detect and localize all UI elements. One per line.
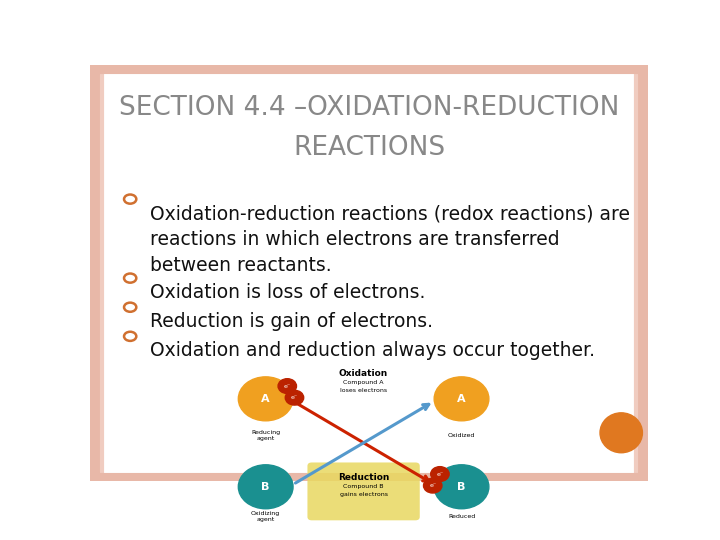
Text: Oxidation-reduction reactions (redox reactions) are
reactions in which electrons: Oxidation-reduction reactions (redox rea… — [150, 204, 630, 275]
Circle shape — [434, 465, 489, 509]
Text: e⁻: e⁻ — [284, 383, 291, 389]
Ellipse shape — [600, 413, 642, 453]
Text: B: B — [457, 482, 466, 492]
Text: Reducing
agent: Reducing agent — [251, 430, 280, 441]
Text: Oxidized: Oxidized — [448, 434, 475, 438]
Text: Compound B: Compound B — [343, 484, 384, 489]
Text: B: B — [261, 482, 270, 492]
Text: loses electrons: loses electrons — [340, 388, 387, 393]
Text: e⁻: e⁻ — [291, 395, 298, 400]
Text: gains electrons: gains electrons — [340, 492, 387, 497]
Circle shape — [238, 465, 293, 509]
Circle shape — [423, 478, 442, 493]
Text: A: A — [457, 394, 466, 404]
Text: Oxidizing
agent: Oxidizing agent — [251, 511, 280, 522]
Text: Compound A: Compound A — [343, 380, 384, 385]
Text: Reduction: Reduction — [338, 473, 390, 482]
Text: REACTIONS: REACTIONS — [293, 135, 445, 161]
Circle shape — [238, 377, 293, 421]
Text: Reduction is gain of electrons.: Reduction is gain of electrons. — [150, 312, 433, 331]
FancyBboxPatch shape — [307, 462, 420, 521]
Text: e⁻: e⁻ — [436, 471, 444, 476]
Text: e⁻: e⁻ — [429, 483, 436, 488]
Text: Oxidation is loss of electrons.: Oxidation is loss of electrons. — [150, 283, 426, 302]
Text: Oxidation: Oxidation — [339, 369, 388, 378]
Circle shape — [278, 379, 297, 394]
Text: Oxidation and reduction always occur together.: Oxidation and reduction always occur tog… — [150, 341, 595, 360]
Circle shape — [431, 467, 449, 482]
Text: SECTION 4.4 –OXIDATION-REDUCTION: SECTION 4.4 –OXIDATION-REDUCTION — [119, 96, 619, 122]
Circle shape — [434, 377, 489, 421]
Text: Reduced: Reduced — [448, 515, 475, 519]
Circle shape — [285, 390, 304, 405]
Text: A: A — [261, 394, 270, 404]
